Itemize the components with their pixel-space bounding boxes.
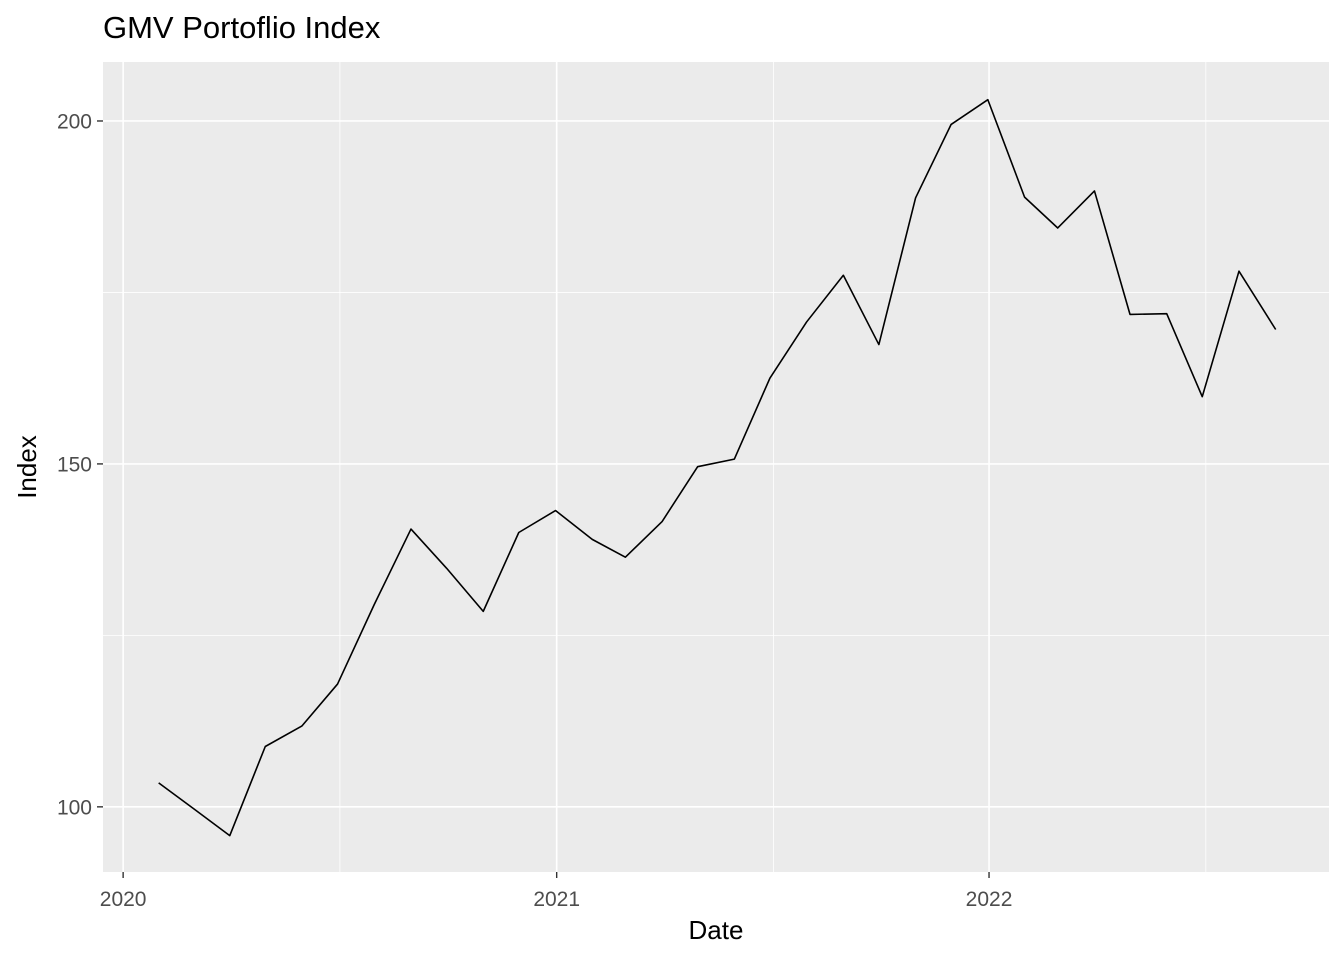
major-gridlines bbox=[103, 62, 1329, 872]
x-tick-label: 2021 bbox=[533, 888, 580, 911]
minor-gridlines bbox=[103, 62, 1329, 872]
y-axis-title: Index bbox=[12, 435, 42, 499]
x-axis-title: Date bbox=[689, 915, 744, 945]
x-tick-label: 2022 bbox=[966, 888, 1013, 911]
y-tick-label: 100 bbox=[57, 796, 92, 819]
y-axis: 100 150 200 bbox=[57, 110, 103, 819]
chart-title: GMV Portoflio Index bbox=[103, 10, 381, 45]
x-tick-label: 2020 bbox=[100, 888, 147, 911]
y-tick-label: 150 bbox=[57, 453, 92, 476]
series-layer bbox=[158, 98, 1277, 837]
y-tick-label: 200 bbox=[57, 110, 92, 133]
x-axis: 2020 2021 2022 bbox=[100, 872, 1013, 911]
series-line bbox=[158, 98, 1277, 837]
plot-panel bbox=[103, 62, 1329, 872]
